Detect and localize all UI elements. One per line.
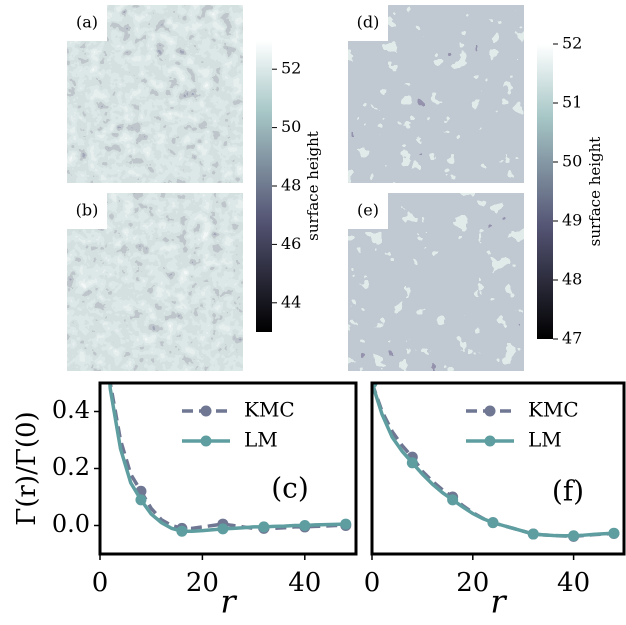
plot-area [108,383,352,537]
x-tick-label: 0 [364,568,381,598]
legend-label: LM [244,428,278,452]
x-tick-label: 40 [288,568,321,598]
colorbar-tick-label: 50 [281,117,301,136]
y-tick-label: 0.2 [52,453,90,481]
panel-label-box [67,193,107,229]
marker [176,525,188,537]
x-axis-label: r [220,583,237,621]
marker [608,527,620,539]
colorbar-label: surface height [586,137,604,247]
legend-marker [200,435,212,447]
colorbar-tick-label: 48 [562,270,582,289]
legend-marker [484,405,496,417]
colorbar-label: surface height [304,131,322,241]
marker [406,457,418,469]
y-axis-label: Γ(r)/Γ(0) [12,411,42,525]
axes-frame [98,381,358,556]
marker [568,530,580,542]
colorbar-tick-label: 49 [562,211,582,230]
marker [135,494,147,506]
legend-marker [484,435,496,447]
marker [340,518,352,530]
marker [217,523,229,535]
panel-label: (a) [76,13,98,32]
panel-annotation: (f) [552,475,584,508]
legend-label: LM [528,428,562,452]
plot-area [372,383,620,542]
panel-label: (d) [357,13,380,32]
marker [487,517,499,529]
legend-marker [200,405,212,417]
x-tick-label: 20 [456,568,489,598]
y-tick-label: 0.4 [52,396,90,424]
colorbar-tick-label: 48 [281,176,301,195]
marker [447,494,459,506]
panel-label: (e) [357,201,379,220]
panel-label: (b) [76,201,99,220]
y-tick-label: 0.0 [52,510,90,538]
colorbar-tick-label: 47 [562,329,582,348]
panel-label-box [348,5,388,41]
marker [258,521,270,533]
panel-label-box [348,193,388,229]
legend-label: KMC [528,398,579,422]
colorbar-tick-label: 51 [562,93,582,112]
colorbar-tick-label: 52 [281,59,301,78]
axes-frame [370,381,626,556]
x-axis-label: r [490,583,507,621]
panel-label-box [67,5,107,41]
x-tick-label: 0 [92,568,109,598]
x-tick-label: 20 [186,568,219,598]
marker [527,528,539,540]
x-tick-label: 40 [557,568,590,598]
legend-label: KMC [244,398,295,422]
colorbar-tick-label: 52 [562,34,582,53]
colorbar-tick-label: 44 [281,292,301,311]
colorbar [256,40,272,332]
panel-annotation: (c) [271,472,309,505]
marker [299,520,311,531]
colorbar-tick-label: 50 [562,152,582,171]
colorbar [537,44,553,339]
colorbar-tick-label: 46 [281,234,301,253]
